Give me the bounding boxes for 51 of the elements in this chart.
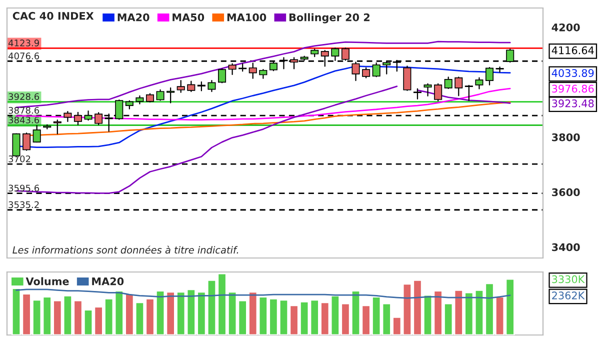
legend-label: MA20 <box>92 277 124 286</box>
candlestick <box>53 120 62 134</box>
candlestick <box>32 125 41 143</box>
y-tick-label: 4116.64 <box>552 46 594 54</box>
candlestick <box>454 76 463 96</box>
candlestick <box>434 83 442 102</box>
y-tick-label: 3923.48 <box>552 99 594 108</box>
y-tick-label: 4033.89 <box>552 69 594 77</box>
candlestick <box>403 66 412 91</box>
candlestick <box>187 80 196 92</box>
candlestick <box>413 88 422 100</box>
legend-label: MA50 <box>172 13 204 22</box>
ref-line-label: 4076.6 <box>8 52 40 60</box>
candlestick <box>464 84 473 102</box>
y-tick-label: 3400 <box>552 243 580 252</box>
candlestick <box>84 110 92 121</box>
ref-line-label: 4123.9 <box>8 40 39 46</box>
legend-label: Volume <box>26 277 69 286</box>
candlestick <box>176 80 185 93</box>
ref-line-label: 3535.2 <box>8 201 39 208</box>
y-tick-label: 4200 <box>552 23 580 32</box>
candlestick <box>74 112 82 126</box>
y-tick-label: 3976.86 <box>552 84 594 93</box>
candlestick <box>166 87 175 104</box>
candlestick <box>208 80 216 92</box>
annotation: Les informations sont données à titre indicatif. <box>12 246 238 254</box>
candlestick <box>496 66 504 73</box>
candlestick <box>12 133 20 158</box>
candlestick <box>64 111 72 122</box>
legend-label: MA20 <box>118 13 150 22</box>
y-tick-label: 3800 <box>552 133 580 142</box>
ref-line-label: 3595.6 <box>8 184 40 192</box>
chart-title: CAC 40 INDEX <box>12 12 94 20</box>
line-series <box>16 288 511 299</box>
candlestick <box>485 67 494 86</box>
ref-line-label: 3928.6 <box>8 93 40 100</box>
y-tick-label: 3330K <box>552 275 585 284</box>
candlestick <box>362 67 370 78</box>
candlestick <box>444 76 452 90</box>
candlestick <box>22 132 31 151</box>
candlestick <box>156 89 164 101</box>
y-tick-label: 2362K <box>552 292 585 300</box>
candlestick <box>424 83 432 96</box>
candlestick <box>218 68 226 84</box>
legend-label: MA100 <box>227 13 266 22</box>
ref-line-label: 3702 <box>8 155 30 162</box>
legend-label: Bollinger 20 2 <box>289 13 370 24</box>
ref-line-label: 3843.6 <box>8 116 40 124</box>
candlestick <box>475 77 484 90</box>
y-tick-label: 3600 <box>552 188 580 196</box>
ref-line-label: 3878.6 <box>8 106 40 114</box>
